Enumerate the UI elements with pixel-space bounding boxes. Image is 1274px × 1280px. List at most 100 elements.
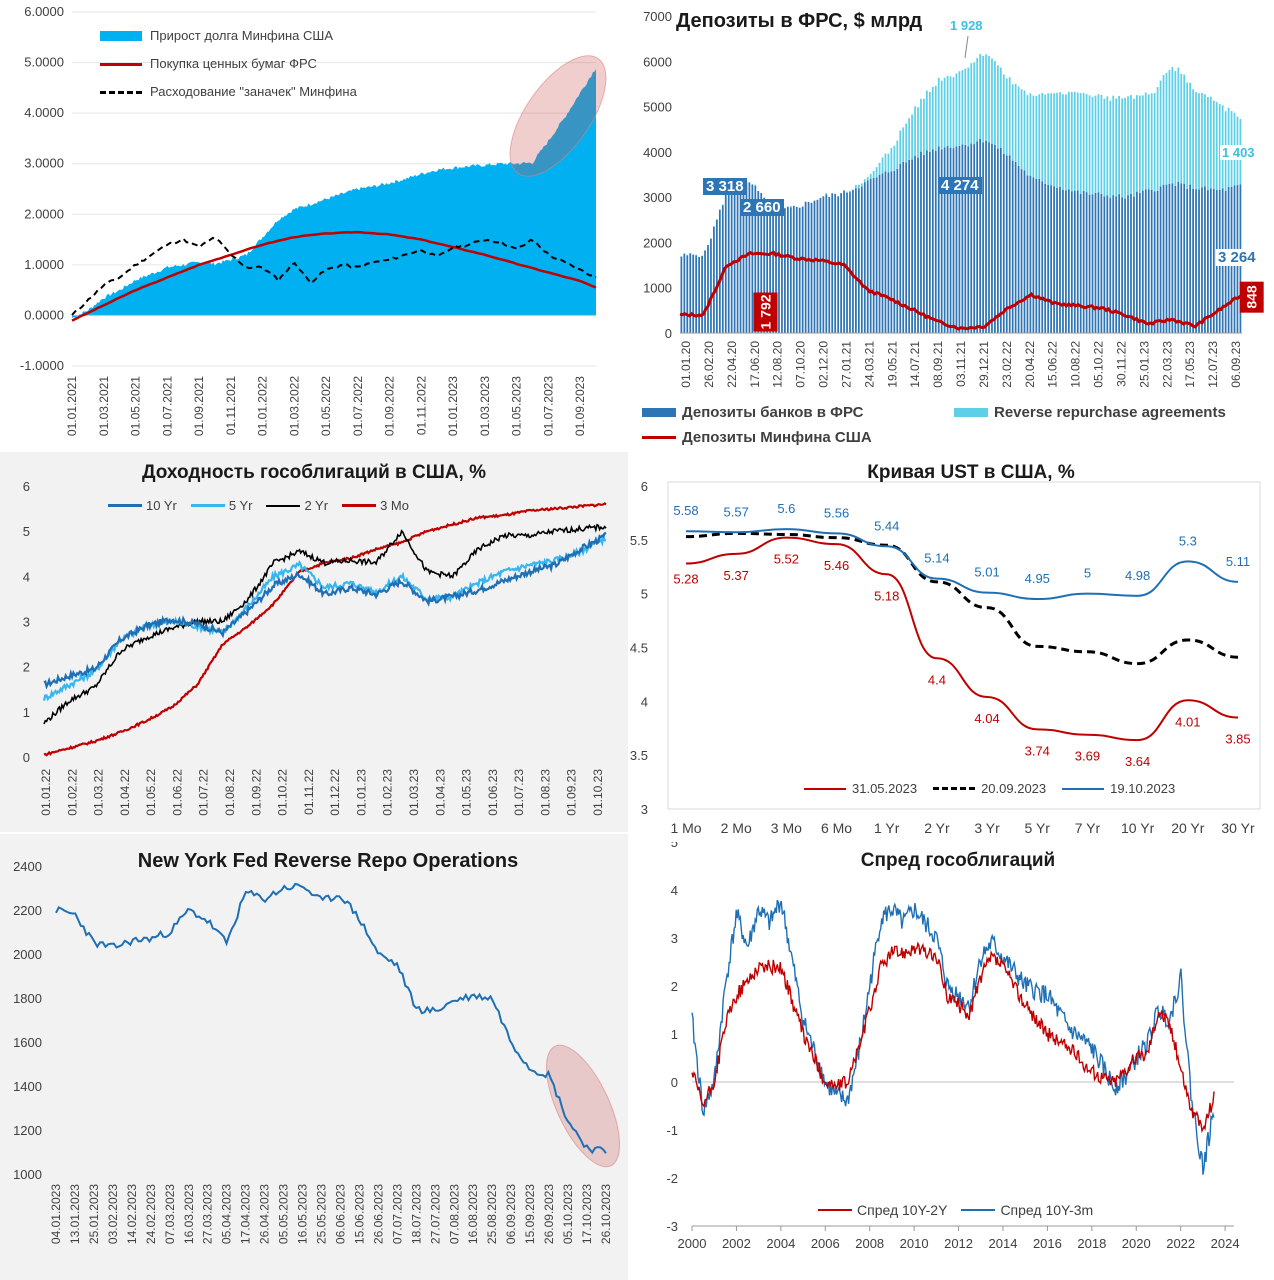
legend-swatch-line: [266, 504, 301, 507]
legend-item-2yr: 2 Yr: [266, 498, 328, 513]
reverse-repo-chart-panel: 1000 1200 1400 1600 1800 2000 2200 2400 04.01.20…: [0, 834, 628, 1280]
bar-bank-deposits: [860, 186, 863, 333]
bar-bank-deposits: [727, 186, 730, 333]
series-line-2-yr: [43, 523, 607, 725]
y-tick-label: 2400: [13, 859, 42, 874]
bar-bank-deposits: [1180, 183, 1183, 333]
bar-bank-deposits: [991, 143, 993, 333]
legend-swatch-line: [100, 62, 142, 66]
bar-bank-deposits: [890, 171, 893, 333]
bar-bank-deposits: [961, 144, 964, 333]
bar-bank-deposits: [911, 159, 913, 333]
bar-bank-deposits: [1023, 170, 1026, 333]
legend-label: Расходование "заначек" Минфина: [150, 84, 357, 99]
highlight-ellipse: [509, 55, 607, 177]
x-tick-label: 05.05.2023: [277, 1184, 291, 1244]
x-tick-label: 26.10.2023: [599, 1184, 613, 1244]
highlight-ellipse: [545, 1044, 621, 1168]
bar-bank-deposits: [1109, 198, 1112, 333]
bar-reverse-repo: [1059, 92, 1061, 187]
bar-reverse-repo: [1136, 95, 1138, 192]
x-tick-label: 16.05.2023: [296, 1184, 310, 1244]
x-tick-label: 16.08.2023: [466, 1184, 480, 1244]
line-fed-purchases: [71, 230, 597, 322]
data-label: 5.46: [824, 558, 849, 573]
bar-bank-deposits: [1138, 193, 1141, 333]
bar-bank-deposits: [973, 144, 976, 333]
bar-bank-deposits: [1056, 187, 1058, 333]
line-treasury-deposits: [679, 250, 1244, 331]
x-tick-label: 2006: [811, 1236, 840, 1251]
x-tick-label: 01.03.2022: [287, 376, 301, 436]
x-tick-label: 01.08.23: [538, 769, 552, 816]
bar-reverse-repo: [937, 77, 940, 147]
bar-reverse-repo: [1156, 87, 1159, 191]
y-tick-label: 1600: [13, 1035, 42, 1050]
bar-reverse-repo: [1189, 82, 1192, 185]
bar-bank-deposits: [792, 205, 795, 333]
x-tick-label: 07.10.20: [794, 341, 808, 388]
x-tick-label: 01.07.2021: [160, 376, 174, 436]
bar-bank-deposits: [1008, 155, 1011, 333]
bar-bank-deposits: [1112, 195, 1115, 333]
bar-bank-deposits: [946, 146, 949, 333]
x-tick-label: 17.05.23: [1183, 341, 1197, 388]
bar-bank-deposits: [710, 238, 712, 333]
bar-reverse-repo: [923, 98, 925, 155]
bar-bank-deposits: [766, 204, 769, 333]
bar-bank-deposits: [905, 162, 908, 333]
x-tick-label: 01.07.2023: [541, 376, 555, 436]
x-tick-label: 15.09.2023: [523, 1184, 537, 1244]
bar-reverse-repo: [1159, 80, 1162, 187]
x-tick-label: 7 Yr: [1075, 820, 1101, 836]
bar-reverse-repo: [988, 56, 990, 143]
legend-swatch-line: [961, 1209, 996, 1211]
bar-reverse-repo: [1106, 96, 1109, 196]
bar-bank-deposits: [1204, 186, 1206, 333]
bar-bank-deposits: [875, 177, 878, 333]
bar-bank-deposits: [1029, 175, 1032, 333]
bar-reverse-repo: [985, 54, 987, 141]
x-tick-label: 07.08.2023: [447, 1184, 461, 1244]
x-tick-label: 02.12.20: [817, 341, 831, 388]
x-tick-label: 01.09.2023: [573, 376, 587, 436]
data-label: 5.52: [774, 552, 799, 567]
bar-bank-deposits: [1094, 192, 1097, 333]
bar-bank-deposits: [937, 146, 940, 333]
bar-reverse-repo: [887, 153, 890, 173]
ust-curve-chart-panel: 3 3.5 4 4.5 5 5.5 6 5.28 5.37 5.52 5.46 5.18 4.4 4.04…: [628, 452, 1274, 842]
bar-bank-deposits: [1124, 198, 1126, 333]
x-tick-label: 2014: [989, 1236, 1018, 1251]
x-tick-label: 07.03.2023: [163, 1184, 177, 1244]
bar-bank-deposits: [701, 255, 703, 333]
fed-deposits-chart-panel: 0 1000 2000 3000 4000 5000 6000 7000 01.01.20 26.…: [628, 0, 1274, 450]
x-tick-label: 25.05.2023: [315, 1184, 329, 1244]
bar-reverse-repo: [1124, 97, 1126, 199]
x-tick-label: 23.02.22: [1000, 341, 1014, 388]
y-tick-label: 3: [641, 802, 648, 817]
bar-reverse-repo: [1138, 95, 1141, 194]
bar-reverse-repo: [1147, 94, 1150, 190]
bar-bank-deposits: [695, 255, 698, 333]
bar-reverse-repo: [926, 90, 928, 151]
bar-reverse-repo: [1065, 94, 1067, 191]
bar-bank-deposits: [1118, 194, 1121, 333]
bar-reverse-repo: [1050, 93, 1052, 186]
x-tick-label: 2016: [1033, 1236, 1062, 1251]
bar-reverse-repo: [943, 77, 946, 148]
x-tick-label: 05.04.2023: [220, 1184, 234, 1244]
bar-reverse-repo: [946, 75, 949, 147]
x-tick-label: 01.05.2023: [510, 376, 524, 436]
x-tick-label: 2020: [1122, 1236, 1151, 1251]
series-line-3-mo: [43, 502, 607, 757]
x-tick-label: 2 Yr: [924, 820, 950, 836]
bar-bank-deposits: [928, 151, 931, 333]
bar-bank-deposits: [1032, 177, 1035, 333]
legend-item-treasury-deposits: Депозиты Минфина США: [642, 429, 872, 446]
legend-label: Покупка ценных бумаг ФРС: [150, 56, 317, 71]
x-tick-label: 01.01.23: [354, 769, 368, 816]
bar-bank-deposits: [1059, 186, 1061, 333]
x-tick-label: 26.06.2023: [371, 1184, 385, 1244]
bar-bank-deposits: [1100, 193, 1103, 333]
bar-bank-deposits: [1044, 183, 1047, 333]
